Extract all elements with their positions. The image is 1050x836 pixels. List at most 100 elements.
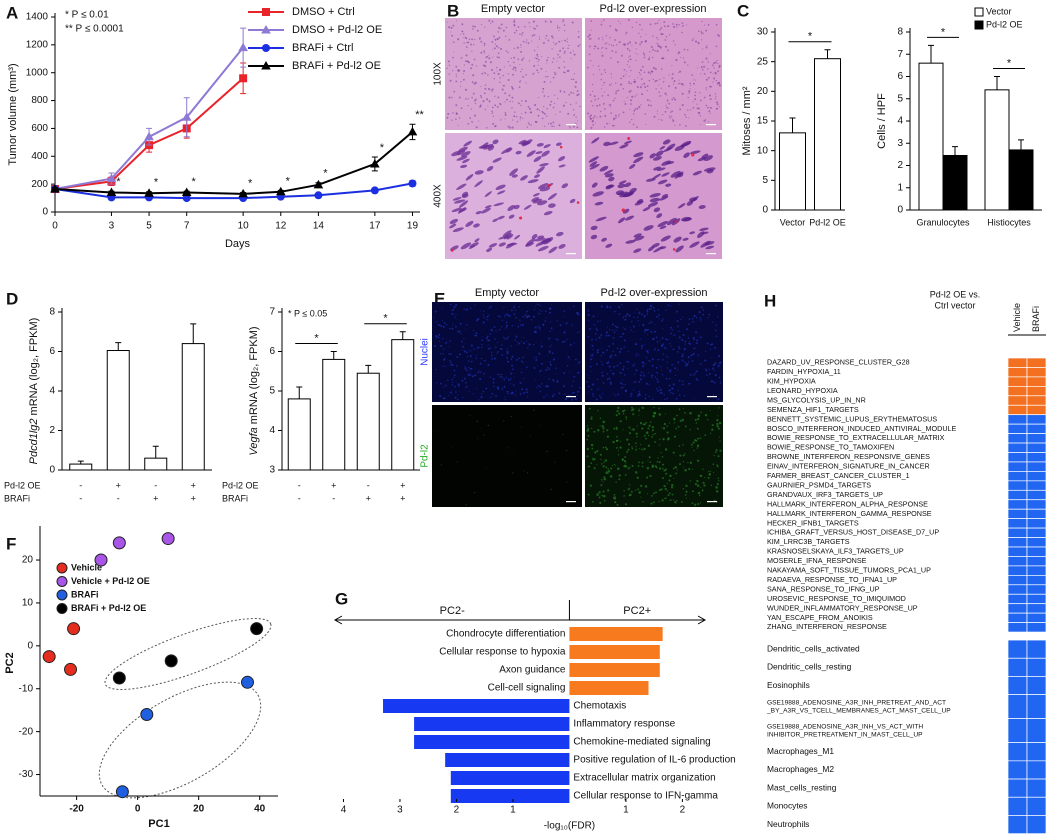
texture xyxy=(652,66,656,69)
row-label: Dendritic_cells_activated xyxy=(767,643,860,653)
condition-value: + xyxy=(366,493,371,503)
annotation: * P ≤ 0.05 xyxy=(288,308,327,318)
texture xyxy=(503,66,505,68)
heatmap-cell xyxy=(1007,796,1028,816)
texture xyxy=(489,347,492,349)
texture xyxy=(602,446,605,449)
point xyxy=(94,553,108,567)
texture xyxy=(504,118,506,120)
texture xyxy=(545,34,548,37)
texture xyxy=(702,309,705,311)
texture xyxy=(460,81,462,83)
texture xyxy=(705,369,708,372)
texture xyxy=(554,94,556,96)
texture xyxy=(716,464,718,466)
texture xyxy=(576,89,579,92)
texture xyxy=(651,374,654,377)
texture xyxy=(659,386,661,388)
texture xyxy=(579,44,581,46)
scale-bar xyxy=(707,501,717,503)
texture xyxy=(687,462,689,464)
texture xyxy=(673,334,676,336)
heatmap-cell xyxy=(1007,760,1028,780)
texture xyxy=(555,42,558,45)
texture xyxy=(686,328,688,331)
texture xyxy=(700,319,702,321)
texture xyxy=(613,331,616,334)
texture xyxy=(499,119,502,121)
row-label: Dendritic_cells_resting xyxy=(767,662,852,672)
texture xyxy=(718,106,720,108)
texture xyxy=(621,208,625,212)
heatmap-cell xyxy=(1007,546,1028,557)
heatmap-cell xyxy=(1026,423,1047,434)
texture xyxy=(651,376,653,379)
nucleus xyxy=(508,214,515,219)
row-label: MOSERLE_IFNA_RESPONSE xyxy=(767,556,867,565)
texture xyxy=(712,380,714,383)
nucleus xyxy=(537,183,549,189)
texture xyxy=(647,104,650,107)
texture xyxy=(625,360,627,362)
texture xyxy=(562,104,565,107)
texture xyxy=(565,322,568,325)
texture xyxy=(490,354,493,357)
texture xyxy=(503,420,505,422)
texture xyxy=(540,67,543,70)
direction-arrow xyxy=(333,615,707,625)
texture xyxy=(678,408,681,411)
texture xyxy=(699,318,701,320)
texture xyxy=(661,119,663,121)
texture xyxy=(539,309,541,311)
texture xyxy=(695,342,698,345)
scale-bar xyxy=(566,124,576,126)
texture xyxy=(497,315,500,317)
texture xyxy=(446,116,449,119)
texture xyxy=(675,58,678,62)
texture xyxy=(612,393,615,395)
texture xyxy=(592,64,594,66)
texture xyxy=(543,396,545,399)
texture xyxy=(666,490,668,492)
texture xyxy=(646,476,649,479)
texture xyxy=(435,368,437,371)
texture xyxy=(649,23,652,26)
texture xyxy=(491,106,494,109)
y-tick-label: 1 xyxy=(897,182,903,193)
texture xyxy=(563,66,566,68)
row-label: Eosinophils xyxy=(767,680,810,690)
texture xyxy=(692,338,695,341)
texture xyxy=(513,115,516,118)
nucleus xyxy=(561,183,569,189)
texture xyxy=(545,317,547,319)
nucleus xyxy=(465,220,474,227)
texture xyxy=(488,57,491,60)
marker xyxy=(262,44,270,52)
texture xyxy=(556,338,559,341)
texture xyxy=(635,442,637,445)
texture xyxy=(480,310,482,312)
texture xyxy=(651,495,653,497)
texture xyxy=(637,465,640,467)
texture xyxy=(570,103,572,106)
texture xyxy=(588,116,591,118)
texture xyxy=(455,73,457,75)
texture xyxy=(587,374,589,376)
texture xyxy=(635,21,638,24)
texture xyxy=(448,346,450,348)
texture xyxy=(612,99,615,102)
texture xyxy=(660,488,663,491)
texture xyxy=(441,338,444,340)
texture xyxy=(587,493,590,496)
texture xyxy=(506,324,509,327)
texture xyxy=(614,325,617,327)
nucleus xyxy=(618,180,627,185)
texture xyxy=(456,461,458,463)
texture xyxy=(626,96,628,99)
texture xyxy=(606,122,608,125)
texture xyxy=(591,447,594,450)
texture xyxy=(640,41,643,44)
texture xyxy=(515,334,517,336)
texture xyxy=(681,104,684,107)
texture xyxy=(506,447,508,449)
